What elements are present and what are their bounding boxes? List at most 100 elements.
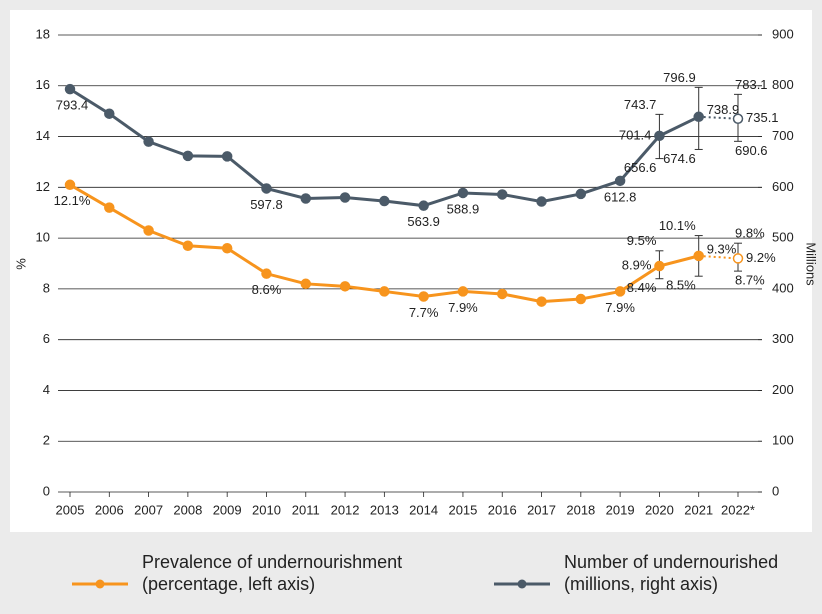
point xyxy=(104,108,115,119)
point xyxy=(339,281,351,292)
point xyxy=(496,288,508,300)
point xyxy=(575,293,587,305)
point xyxy=(536,196,547,207)
point xyxy=(457,286,469,297)
point xyxy=(64,83,76,95)
x-tick-label: 2005 xyxy=(56,502,85,517)
point xyxy=(536,296,547,307)
error-high-label: 743.7 xyxy=(624,97,657,112)
point xyxy=(143,136,154,147)
point xyxy=(614,175,626,187)
data-label: 8.6% xyxy=(252,282,282,297)
x-tick-label: 2010 xyxy=(252,502,281,517)
point xyxy=(654,130,665,142)
data-label: 7.9% xyxy=(605,300,635,315)
point xyxy=(418,200,429,211)
data-label: 738.9 xyxy=(707,102,740,117)
error-high-label: 10.1% xyxy=(659,218,696,233)
error-high-label: 796.9 xyxy=(663,70,696,85)
legend-marker xyxy=(517,579,527,589)
error-high-label: 783.1 xyxy=(735,77,768,92)
x-tick-label: 2011 xyxy=(292,502,320,517)
point xyxy=(654,260,665,272)
x-tick-label: 2006 xyxy=(95,502,124,517)
y-tick-label: 16 xyxy=(36,77,50,92)
x-tick-label: 2007 xyxy=(134,502,163,517)
projection-line xyxy=(698,115,739,120)
y2-tick-label: 200 xyxy=(772,382,794,397)
legend-marker xyxy=(95,579,105,589)
legend-label: Prevalence of undernourishment (percenta… xyxy=(142,552,403,594)
error-low-label: 8.5% xyxy=(666,278,696,293)
legend-swatch xyxy=(494,579,550,589)
point xyxy=(496,189,508,200)
x-tick-label: 2020 xyxy=(645,502,674,517)
x-tick-label: 2017 xyxy=(527,502,556,517)
projection-line xyxy=(698,254,739,260)
legend-label: Number of undernourished (millions, righ… xyxy=(564,552,779,594)
point xyxy=(339,192,351,203)
y-tick-label: 12 xyxy=(36,179,50,194)
data-label: 12.1% xyxy=(54,193,91,208)
point xyxy=(64,179,76,191)
y-tick-label: 8 xyxy=(43,280,50,295)
point xyxy=(182,150,194,162)
point xyxy=(457,187,469,199)
y2-tick-label: 500 xyxy=(772,230,794,245)
x-tick-label: 2015 xyxy=(448,502,477,517)
point xyxy=(300,193,312,204)
x-tick-label: 2012 xyxy=(331,502,360,517)
data-label: 735.1 xyxy=(746,110,779,125)
y-tick-label: 6 xyxy=(43,331,50,346)
data-label: 7.9% xyxy=(448,300,478,315)
error-low-label: 674.6 xyxy=(663,151,696,166)
data-label: 7.7% xyxy=(409,305,439,320)
error-high-label: 9.8% xyxy=(735,226,765,241)
point xyxy=(732,253,744,264)
legend-item: Number of undernourished (millions, righ… xyxy=(492,548,778,598)
point xyxy=(104,202,115,213)
y-tick-label: 14 xyxy=(36,128,50,143)
x-tick-label: 2009 xyxy=(213,502,242,517)
data-label: 597.8 xyxy=(250,197,283,212)
error-low-label: 8.4% xyxy=(627,280,657,295)
y2-tick-label: 600 xyxy=(772,179,794,194)
y2-tick-label: 100 xyxy=(772,433,794,448)
error-low-label: 656.6 xyxy=(624,160,657,175)
x-tick-label: 2016 xyxy=(488,502,517,517)
point xyxy=(732,113,744,124)
data-label: 588.9 xyxy=(447,201,480,216)
point xyxy=(300,278,312,290)
x-tick-label: 2022* xyxy=(721,502,755,517)
point xyxy=(261,268,272,279)
point xyxy=(379,286,390,297)
data-label: 793.4 xyxy=(56,98,89,113)
point xyxy=(221,243,233,254)
y-tick-label: 10 xyxy=(36,230,50,245)
error-high-label: 9.5% xyxy=(627,233,657,248)
plot-panel xyxy=(10,10,812,532)
legend-swatch xyxy=(72,579,128,589)
y-tick-label: 4 xyxy=(43,382,50,397)
y2-tick-label: 700 xyxy=(772,128,794,143)
point xyxy=(693,250,704,262)
y2-axis-label: Millions xyxy=(804,242,819,286)
data-label: 8.9% xyxy=(622,257,652,272)
point xyxy=(379,195,390,207)
data-label: 9.2% xyxy=(746,250,776,265)
data-label: 701.4 xyxy=(619,127,652,142)
data-label: 563.9 xyxy=(407,214,440,229)
point xyxy=(221,151,233,162)
x-tick-label: 2013 xyxy=(370,502,399,517)
error-low-label: 8.7% xyxy=(735,273,765,288)
point xyxy=(693,111,704,123)
point xyxy=(418,291,429,302)
legend-item: Prevalence of undernourishment (percenta… xyxy=(70,548,402,598)
data-label: 9.3% xyxy=(707,241,737,256)
y-tick-label: 0 xyxy=(43,483,50,498)
point xyxy=(182,240,194,251)
y-tick-label: 18 xyxy=(36,26,50,41)
data-label: 612.8 xyxy=(604,189,637,204)
